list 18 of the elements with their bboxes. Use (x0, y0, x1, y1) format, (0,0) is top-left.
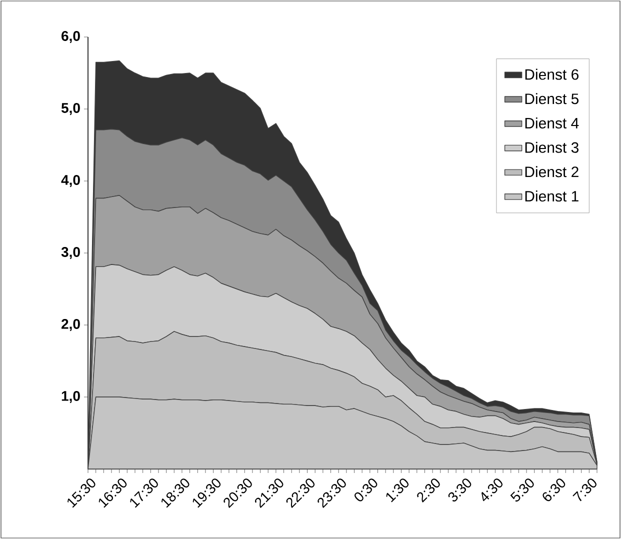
x-tick-label: 7:30 (572, 478, 596, 502)
x-tick-label: 0:30 (354, 478, 378, 502)
x-tick-label: 4:30 (482, 478, 502, 502)
y-tick-label: 3,0 (61, 247, 80, 259)
y-tick-label: 5,0 (61, 103, 80, 115)
legend-label: Dienst 5 (525, 93, 579, 104)
x-tick-label: 3:30 (448, 478, 472, 502)
x-tick-label: 6:30 (542, 478, 566, 502)
legend-label: Dienst 3 (525, 142, 579, 153)
y-tick-label: 6,0 (62, 31, 80, 43)
legend-label: Dienst 6 (525, 68, 579, 80)
y-tick-label: 1,0 (62, 391, 80, 403)
x-tick-label: 5:30 (510, 478, 534, 502)
y-tick-label: 2,0 (62, 319, 80, 331)
legend-label: Dienst 4 (525, 117, 579, 129)
legend-label: Dienst 1 (525, 190, 578, 202)
y-tick-label: 4,0 (61, 175, 80, 187)
legend-label: Dienst 2 (525, 166, 578, 178)
